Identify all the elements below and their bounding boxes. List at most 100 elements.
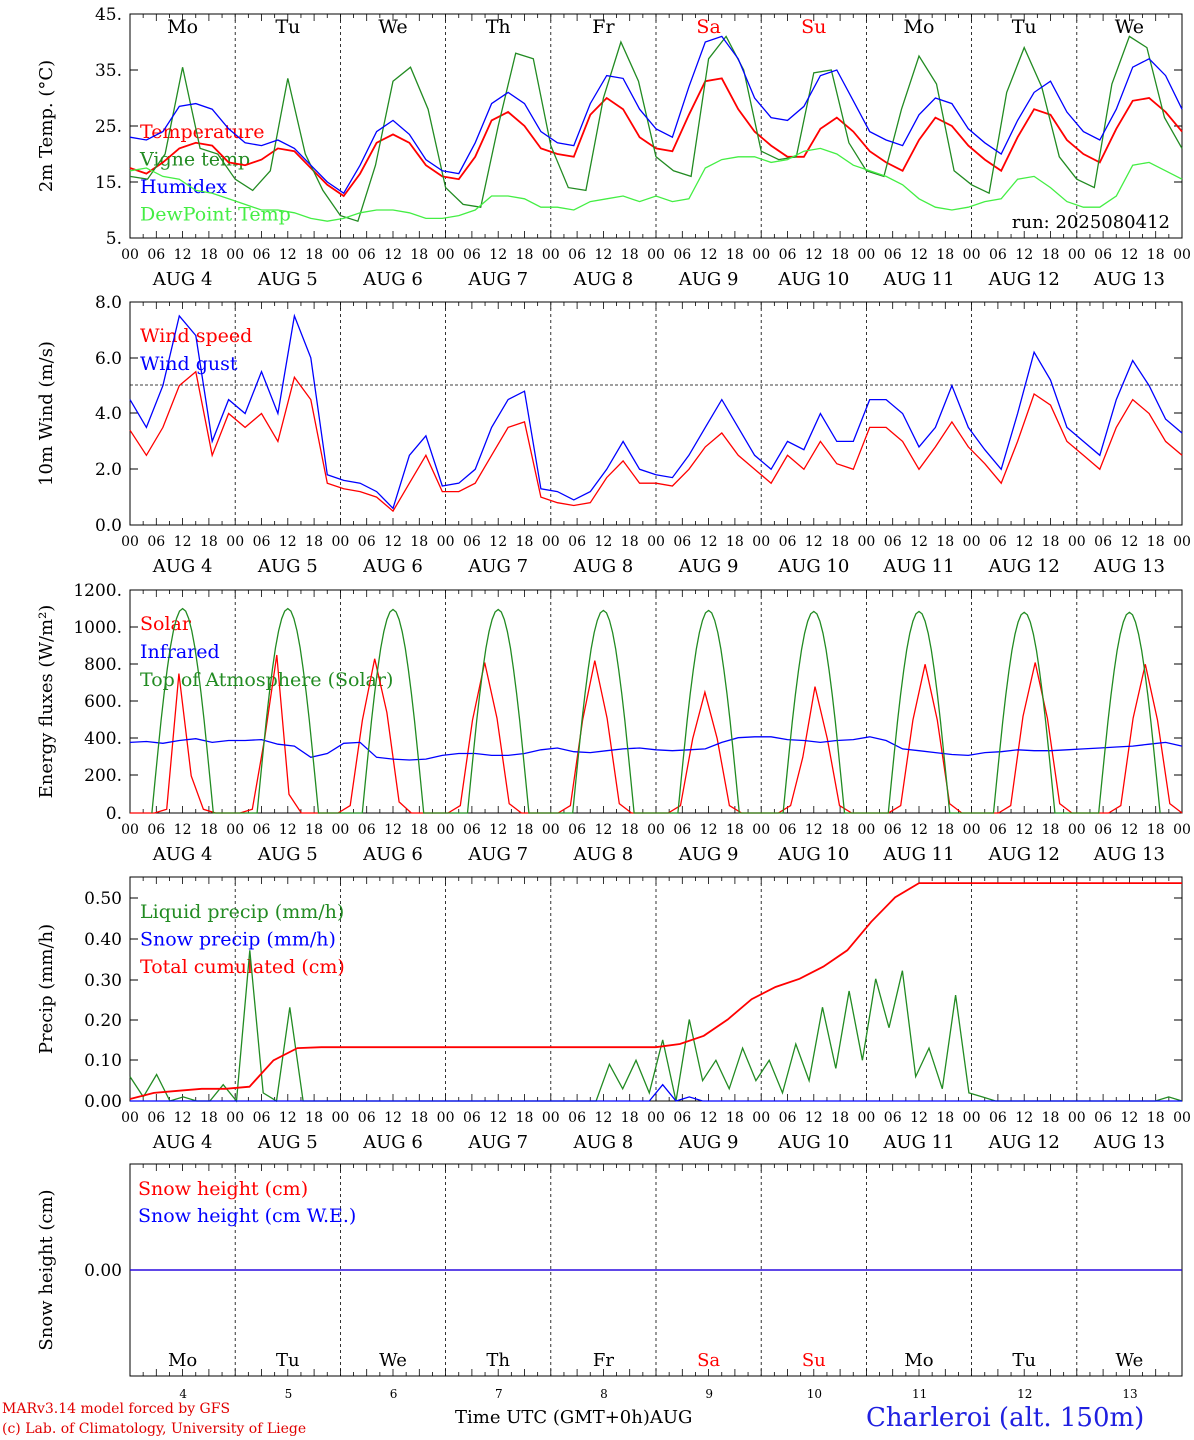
date-label: AUG 13 — [1093, 1132, 1165, 1153]
weekday-label: We — [1115, 16, 1144, 38]
weekday-label: We — [378, 16, 407, 38]
hour-tick-label: 06 — [1094, 822, 1112, 838]
hour-tick-label: 06 — [253, 822, 271, 838]
hour-tick-label: 00 — [437, 534, 455, 550]
hour-tick-label: 18 — [621, 247, 639, 263]
date-label: AUG 10 — [777, 269, 849, 290]
hour-tick-label: 18 — [516, 247, 534, 263]
date-label: AUG 10 — [777, 556, 849, 577]
y-tick-label: 35. — [95, 61, 122, 81]
hour-tick-label: 00 — [752, 247, 770, 263]
date-label: AUG 9 — [678, 556, 739, 577]
hour-tick-label: 12 — [805, 822, 823, 838]
hour-tick-label: 00 — [752, 822, 770, 838]
hour-tick-label: 00 — [437, 247, 455, 263]
legend-entry: Snow height (cm) — [138, 1178, 308, 1200]
y-tick-label: 5. — [106, 229, 122, 249]
hour-tick-label: 00 — [1173, 822, 1191, 838]
hour-tick-label: 18 — [200, 247, 218, 263]
hour-tick-label: 00 — [331, 822, 349, 838]
y-tick-label: 0.30 — [84, 971, 122, 991]
date-label: AUG 12 — [988, 269, 1060, 290]
hour-tick-label: 06 — [673, 822, 691, 838]
hour-tick-label: 00 — [857, 247, 875, 263]
hour-tick-label: 18 — [516, 822, 534, 838]
hour-tick-label: 00 — [963, 822, 981, 838]
hour-tick-label: 18 — [726, 534, 744, 550]
series-line — [129, 35, 1183, 223]
hour-tick-label: 00 — [647, 1110, 665, 1126]
legend-entry: Vigne temp — [139, 149, 250, 171]
date-label: AUG 5 — [257, 269, 318, 290]
hour-tick-label: 12 — [700, 247, 718, 263]
series-line — [129, 35, 1183, 195]
hour-tick-label: 00 — [542, 822, 560, 838]
hour-tick-label: 18 — [305, 822, 323, 838]
hour-tick-label: 12 — [489, 1110, 507, 1126]
date-label: AUG 10 — [777, 1132, 849, 1153]
date-label: AUG 12 — [988, 844, 1060, 865]
hour-tick-label: 06 — [779, 247, 797, 263]
hour-tick-label: 12 — [1120, 534, 1138, 550]
hour-tick-label: 06 — [779, 822, 797, 838]
date-label: AUG 5 — [257, 556, 318, 577]
hour-tick-label: 00 — [647, 534, 665, 550]
hour-tick-label: 00 — [752, 1110, 770, 1126]
hour-tick-label: 18 — [1147, 534, 1165, 550]
date-label: AUG 6 — [362, 269, 423, 290]
hour-tick-label: 00 — [1068, 822, 1086, 838]
weekday-label: Tu — [1012, 1350, 1036, 1371]
series-line — [129, 370, 1183, 513]
legend-entry: Temperature — [140, 121, 264, 143]
hour-tick-label: 00 — [121, 1110, 139, 1126]
hour-tick-label: 06 — [779, 1110, 797, 1126]
hour-tick-label: 00 — [226, 534, 244, 550]
hour-tick-label: 00 — [857, 1110, 875, 1126]
y-tick-label: 0.00 — [84, 1092, 122, 1112]
hour-tick-label: 12 — [910, 822, 928, 838]
hour-tick-label: 18 — [410, 822, 428, 838]
legend-entry: Snow precip (mm/h) — [140, 929, 336, 951]
date-label: AUG 4 — [152, 269, 213, 290]
weekday-label: Su — [801, 16, 826, 38]
legend-entry: DewPoint Temp — [140, 204, 291, 226]
hour-tick-label: 06 — [463, 247, 481, 263]
hour-tick-label: 00 — [542, 1110, 560, 1126]
hour-tick-label: 06 — [884, 247, 902, 263]
hour-tick-label: 18 — [305, 1110, 323, 1126]
x-axis-title-month: AUG — [649, 1407, 693, 1428]
panel-frame — [129, 301, 1183, 526]
hour-tick-label: 12 — [279, 1110, 297, 1126]
hour-tick-label: 06 — [358, 247, 376, 263]
weekday-label: Sa — [696, 16, 720, 38]
bottom-date-label: 5 — [285, 1387, 293, 1401]
hour-tick-label: 18 — [831, 534, 849, 550]
weekday-label: Fr — [592, 16, 615, 38]
hour-tick-label: 18 — [305, 247, 323, 263]
hour-tick-label: 18 — [936, 534, 954, 550]
hour-tick-label: 06 — [463, 534, 481, 550]
hour-tick-label: 12 — [594, 1110, 612, 1126]
hour-tick-label: 12 — [489, 534, 507, 550]
date-label: AUG 5 — [257, 1132, 318, 1153]
date-label: AUG 4 — [152, 556, 213, 577]
y-tick-label: 0.00 — [84, 1261, 122, 1281]
hour-tick-label: 12 — [1015, 822, 1033, 838]
hour-tick-label: 18 — [200, 1110, 218, 1126]
hour-tick-label: 06 — [989, 534, 1007, 550]
hour-tick-label: 12 — [805, 1110, 823, 1126]
hour-tick-label: 00 — [226, 822, 244, 838]
hour-tick-label: 12 — [1120, 247, 1138, 263]
hour-tick-label: 00 — [437, 1110, 455, 1126]
hour-tick-label: 12 — [489, 247, 507, 263]
hour-tick-label: 18 — [516, 534, 534, 550]
hour-tick-label: 12 — [910, 1110, 928, 1126]
date-label: AUG 6 — [362, 556, 423, 577]
date-label: AUG 11 — [882, 1132, 954, 1153]
hour-tick-label: 12 — [174, 247, 192, 263]
date-label: AUG 13 — [1093, 269, 1165, 290]
hour-tick-label: 06 — [884, 822, 902, 838]
hour-tick-label: 06 — [147, 247, 165, 263]
hour-tick-label: 00 — [752, 534, 770, 550]
